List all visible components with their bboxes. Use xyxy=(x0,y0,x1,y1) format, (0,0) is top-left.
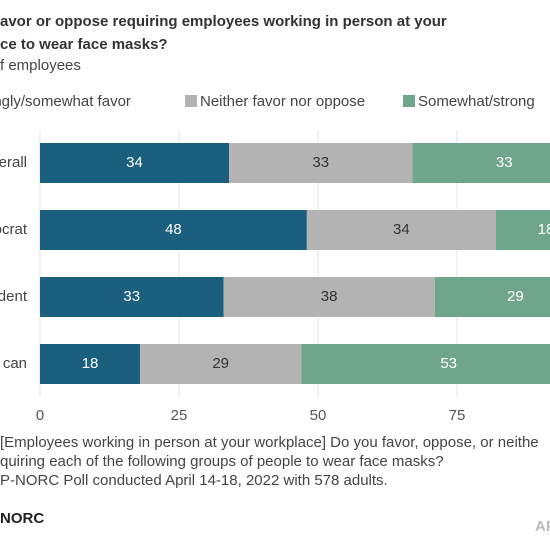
bar-segment xyxy=(223,277,435,317)
chart-title: avor or oppose requiring employees worki… xyxy=(0,13,447,30)
x-tick-label: 50 xyxy=(310,407,327,424)
note: P-NORC Poll conducted April 14-18, 2022 … xyxy=(0,472,388,489)
y-tick-label: dent xyxy=(0,288,28,305)
x-tick-label: 0 xyxy=(36,407,44,424)
legend-label: ongly/somewhat favor xyxy=(0,93,131,110)
bar-segment xyxy=(40,210,307,250)
legend-label: Neither favor nor oppose xyxy=(200,93,365,110)
logo: NORC xyxy=(0,510,44,527)
x-tick-label: 25 xyxy=(171,407,188,424)
bar-segment xyxy=(495,210,550,250)
bar-segment xyxy=(40,143,230,183)
y-tick-label: erall xyxy=(0,154,27,171)
bar-segment xyxy=(40,344,141,384)
logo: AP xyxy=(535,518,550,535)
legend-swatch xyxy=(185,95,197,107)
bar-segment xyxy=(301,344,550,384)
note: [Employees working in person at your wor… xyxy=(0,434,539,451)
data-label: 34 xyxy=(126,154,143,171)
x-tick-label: 75 xyxy=(449,407,466,424)
bar-segment xyxy=(306,210,496,250)
data-label: 18 xyxy=(82,355,99,372)
bar-segment xyxy=(434,277,550,317)
chart-title: ce to wear face masks? xyxy=(0,36,168,53)
data-label: 53 xyxy=(440,355,457,372)
bar-segment xyxy=(229,143,413,183)
data-label: 38 xyxy=(321,288,338,305)
y-tick-label: ocrat xyxy=(0,221,28,238)
data-label: 48 xyxy=(165,221,182,238)
data-label: 33 xyxy=(123,288,140,305)
subtitle: f employees xyxy=(0,57,81,74)
data-label: 33 xyxy=(312,154,329,171)
data-label: 29 xyxy=(507,288,524,305)
data-label: 18 xyxy=(538,221,550,238)
bar-segment xyxy=(40,277,224,317)
legend-label: Somewhat/strong xyxy=(418,93,535,110)
bar-segment xyxy=(140,344,302,384)
legend-swatch xyxy=(403,95,415,107)
y-tick-label: can xyxy=(3,355,27,372)
bar-segment xyxy=(412,143,550,183)
data-label: 34 xyxy=(393,221,410,238)
data-label: 33 xyxy=(496,154,513,171)
note: quiring each of the following groups of … xyxy=(0,453,444,470)
data-label: 29 xyxy=(212,355,229,372)
